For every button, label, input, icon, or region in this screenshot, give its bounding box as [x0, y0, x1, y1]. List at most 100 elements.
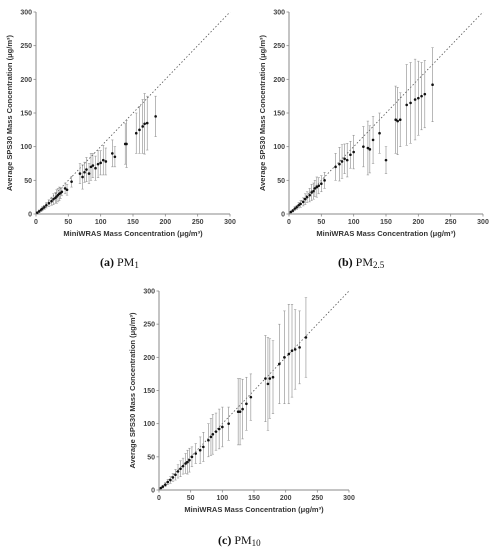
- x-tick-label: 200: [412, 219, 424, 226]
- data-point: [166, 480, 170, 484]
- y-tick-label: 100: [273, 144, 285, 151]
- caption-b-letter: (b): [338, 255, 353, 269]
- data-point: [334, 165, 337, 169]
- y-tick-label: 250: [273, 43, 285, 50]
- data-point: [409, 101, 412, 105]
- data-point: [340, 160, 344, 163]
- caption-b: (b) PM2.5: [338, 255, 384, 270]
- data-point: [188, 458, 191, 462]
- y-axis-title: Average SPS30 Mass Concentration (μg/m³): [128, 312, 137, 469]
- data-point: [164, 483, 167, 486]
- x-axis-title: MiniWRAS Mass Concentration (μg/m³): [184, 505, 324, 514]
- data-point: [290, 349, 294, 353]
- data-point: [271, 375, 275, 379]
- data-point: [154, 115, 157, 118]
- y-tick-label: 0: [28, 212, 32, 219]
- data-point: [181, 464, 185, 468]
- x-tick-label: 50: [187, 495, 195, 502]
- data-point: [289, 210, 293, 214]
- data-point: [113, 155, 117, 159]
- data-point: [50, 199, 53, 203]
- data-point: [89, 165, 93, 169]
- x-tick-label: 100: [216, 495, 228, 502]
- y-tick-label: 300: [273, 10, 285, 17]
- data-point: [310, 191, 313, 194]
- x-tick-label: 150: [380, 219, 392, 226]
- data-point: [313, 187, 317, 190]
- data-point: [217, 427, 221, 431]
- x-tick-label: 0: [287, 219, 291, 226]
- data-point: [202, 445, 205, 449]
- caption-c-letter: (c): [218, 533, 232, 547]
- data-point: [87, 172, 91, 175]
- caption-b-sub: 2.5: [373, 260, 385, 270]
- data-point: [378, 131, 381, 135]
- data-point: [291, 209, 295, 212]
- data-point: [345, 158, 349, 162]
- data-point: [176, 470, 180, 473]
- y-tick-label: 50: [147, 454, 155, 461]
- data-point: [323, 179, 326, 182]
- y-axis-title: Average SPS30 Mass Concentration (μg/m³): [258, 34, 267, 191]
- caption-c: (c) PM10: [218, 533, 261, 548]
- data-point: [141, 125, 144, 128]
- data-point: [104, 160, 108, 163]
- data-point: [78, 172, 82, 175]
- data-point: [349, 153, 352, 157]
- x-tick-label: 100: [95, 219, 107, 226]
- x-axis-title: MiniWRAS Mass Concentration (μg/m³): [63, 229, 203, 238]
- data-point: [299, 202, 302, 206]
- data-point: [303, 197, 307, 201]
- x-tick-label: 200: [280, 495, 292, 502]
- data-point: [245, 402, 248, 406]
- chart-c: 0 50 100 150 200 250 300 0 50 100 150 200 250 300 Mini…: [128, 289, 355, 515]
- data-point: [266, 382, 270, 386]
- x-tick-label: 50: [64, 219, 72, 226]
- data-point: [315, 185, 319, 189]
- data-point: [293, 348, 297, 351]
- x-tick-label: 300: [343, 495, 355, 502]
- data-point: [94, 166, 97, 170]
- caption-a: (a) PM1: [100, 255, 139, 270]
- x-tick-label: 250: [192, 219, 204, 226]
- data-point: [138, 128, 141, 132]
- y-axis-title: Average SPS30 Mass Concentration (μg/m³): [5, 34, 14, 191]
- caption-b-text: PM: [355, 255, 374, 269]
- caption-a-text: PM: [117, 255, 135, 269]
- y-tick-label: 0: [151, 488, 155, 495]
- chart-b: 0 50 100 150 200 250 300 0 50 100 150 200 250 300 Mini…: [258, 10, 489, 239]
- y-tick-label: 200: [143, 355, 155, 362]
- data-point: [70, 180, 73, 183]
- x-tick-label: 150: [127, 219, 139, 226]
- data-point: [236, 410, 240, 414]
- x-tick-label: 300: [224, 219, 236, 226]
- data-point: [384, 158, 388, 162]
- y-tick-label: 300: [143, 289, 155, 296]
- data-point: [420, 94, 423, 98]
- y-tick-label: 0: [281, 212, 285, 219]
- x-tick-label: 0: [157, 495, 161, 502]
- caption-a-letter: (a): [100, 255, 114, 269]
- data-point: [101, 158, 105, 162]
- data-point: [52, 197, 55, 201]
- y-tick-label: 200: [273, 77, 285, 84]
- data-point: [60, 190, 64, 194]
- data-point: [338, 162, 341, 166]
- data-point: [417, 96, 420, 100]
- x-tick-label: 200: [159, 219, 171, 226]
- data-point: [111, 152, 114, 155]
- data-point: [145, 121, 149, 125]
- data-point: [287, 352, 291, 356]
- data-point: [159, 486, 163, 490]
- data-point: [308, 193, 311, 197]
- data-point: [413, 98, 417, 101]
- data-point: [174, 473, 177, 477]
- data-point: [47, 201, 51, 205]
- data-point: [190, 455, 194, 459]
- data-point: [207, 438, 210, 442]
- data-point: [317, 184, 321, 188]
- data-point: [184, 462, 187, 465]
- data-point: [91, 164, 95, 167]
- data-point: [211, 432, 215, 436]
